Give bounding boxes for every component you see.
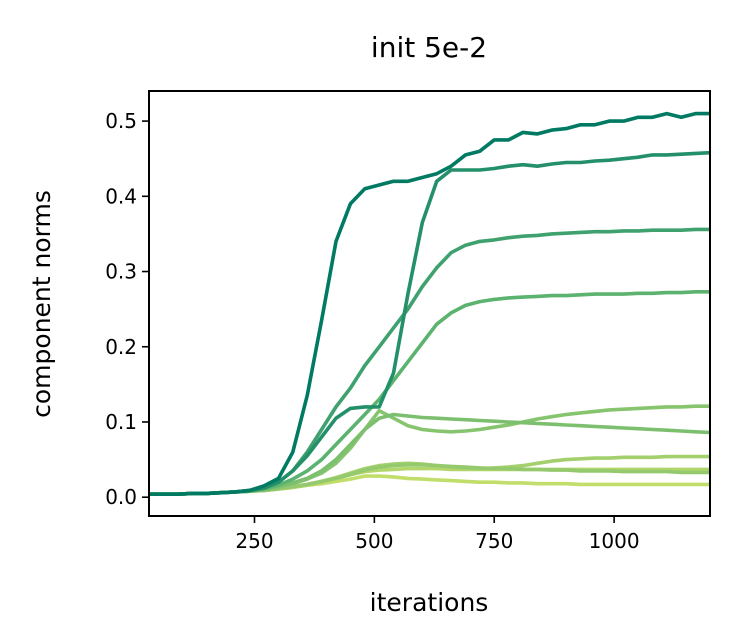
series-line-2	[149, 150, 710, 496]
chart-title: init 5e-2	[371, 31, 487, 64]
series-line-3	[149, 227, 710, 496]
series-line-1	[149, 111, 710, 496]
x-axis-title: iterations	[370, 588, 489, 617]
y-tick-label: 0.5	[105, 109, 137, 133]
y-tick-label: 0.4	[105, 184, 137, 208]
series-line-5	[149, 412, 710, 496]
y-tick-label: 0.1	[105, 410, 137, 434]
plot-area	[149, 111, 710, 496]
series-line-8	[149, 454, 710, 496]
x-tick-label: 250	[235, 529, 273, 553]
y-axis: 0.0 0.1 0.2 0.3 0.4 0.5	[105, 109, 149, 509]
x-tick-label: 1000	[589, 529, 640, 553]
y-axis-title: component norms	[27, 190, 56, 418]
x-axis: 250 500 750 1000	[235, 516, 640, 553]
x-tick-label: 750	[475, 529, 513, 553]
y-tick-label: 0.3	[105, 260, 137, 284]
y-tick-label: 0.0	[105, 485, 137, 509]
x-tick-label: 500	[355, 529, 393, 553]
plot-frame	[148, 90, 711, 517]
y-tick-label: 0.2	[105, 335, 137, 359]
